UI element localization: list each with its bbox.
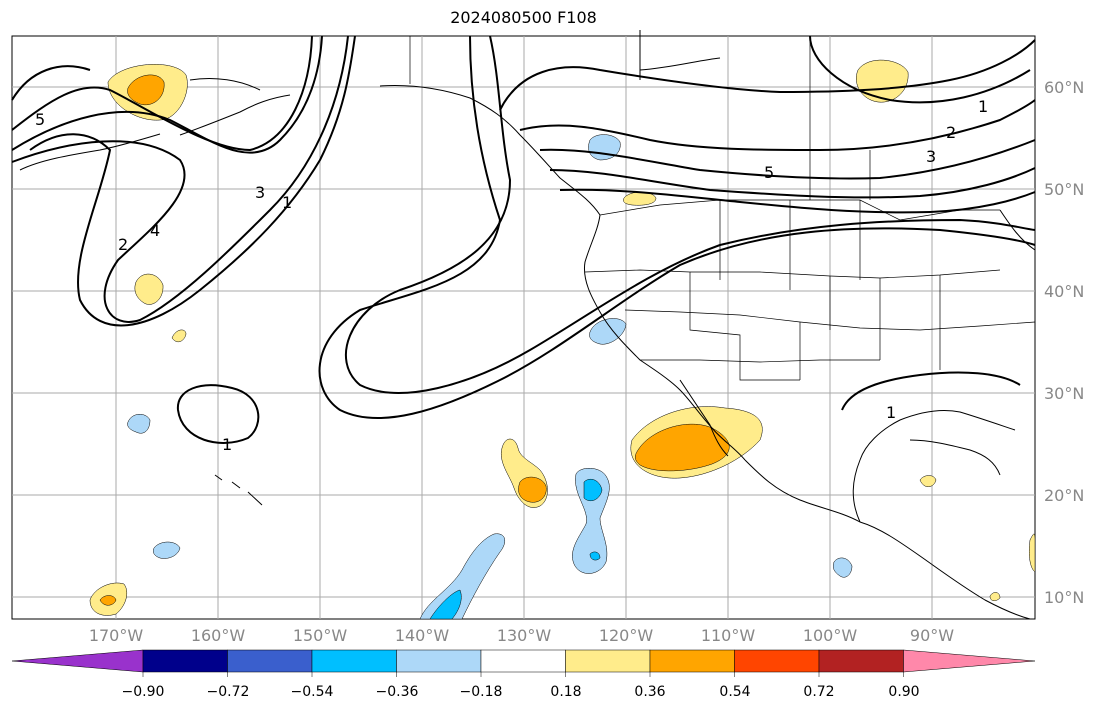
lon-label-100: 100°W [802, 626, 858, 645]
contour-label: 2 [118, 235, 128, 254]
lon-label-150: 150°W [292, 626, 348, 645]
contour-label: 4 [150, 221, 160, 240]
colorbar [11, 649, 1036, 677]
lat-label-40: 40°N [1044, 282, 1085, 301]
colorbar-segment [396, 649, 482, 673]
colorbar-tick-label: 0.90 [888, 684, 920, 700]
contour-lines [11, 35, 1036, 444]
contour-label: 5 [35, 110, 45, 129]
colorbar-segment [142, 649, 228, 673]
colorbar-tick-label: −0.18 [459, 684, 503, 700]
contour-label-group: 3 1 2 4 5 1 5 3 2 1 1 [35, 97, 988, 454]
colorbar-segment [649, 649, 735, 673]
colorbar-tick-label: 0.54 [719, 684, 751, 700]
colorbar-tick-label: −0.72 [206, 684, 250, 700]
map-title: 2024080500 F108 [450, 8, 597, 27]
lat-label-10: 10°N [1044, 588, 1085, 607]
contour-label: 1 [282, 193, 292, 212]
contour-label: 5 [764, 163, 774, 182]
colorbar-tick-label: 0.18 [550, 684, 582, 700]
contour-label: 1 [222, 435, 232, 454]
colorbar-segment [818, 649, 904, 673]
contour-label: 1 [886, 403, 896, 422]
lat-label-30: 30°N [1044, 384, 1085, 403]
colorbar-tick-label: 0.72 [803, 684, 835, 700]
lon-label-90: 90°W [909, 626, 955, 645]
colorbar-tick-label: −0.54 [290, 684, 334, 700]
colorbar-segment [734, 649, 820, 673]
lon-label-120: 120°W [598, 626, 654, 645]
colorbar-extend-high [903, 649, 1036, 673]
colorbar-segment [480, 649, 566, 673]
contour-label: 2 [946, 123, 956, 142]
lat-label-20: 20°N [1044, 486, 1085, 505]
lon-label-140: 140°W [394, 626, 450, 645]
lon-label-170: 170°W [88, 626, 144, 645]
lat-label-60: 60°N [1044, 78, 1085, 97]
colorbar-tick-label: −0.90 [121, 684, 165, 700]
colorbar-segment [227, 649, 313, 673]
shaded-regions [89, 59, 1036, 620]
colorbar-extend-low [11, 649, 144, 673]
colorbar-tick-label: 0.36 [634, 684, 666, 700]
lon-label-110: 110°W [700, 626, 756, 645]
contour-label: 3 [926, 147, 936, 166]
lon-label-130: 130°W [496, 626, 552, 645]
political-borders [409, 36, 1036, 381]
lon-label-160: 160°W [190, 626, 246, 645]
colorbar-segment [565, 649, 651, 673]
lat-label-50: 50°N [1044, 180, 1085, 199]
colorbar-tick-label: −0.36 [375, 684, 419, 700]
colorbar-segment [311, 649, 397, 673]
contour-label: 3 [255, 183, 265, 202]
contour-label: 1 [978, 97, 988, 116]
